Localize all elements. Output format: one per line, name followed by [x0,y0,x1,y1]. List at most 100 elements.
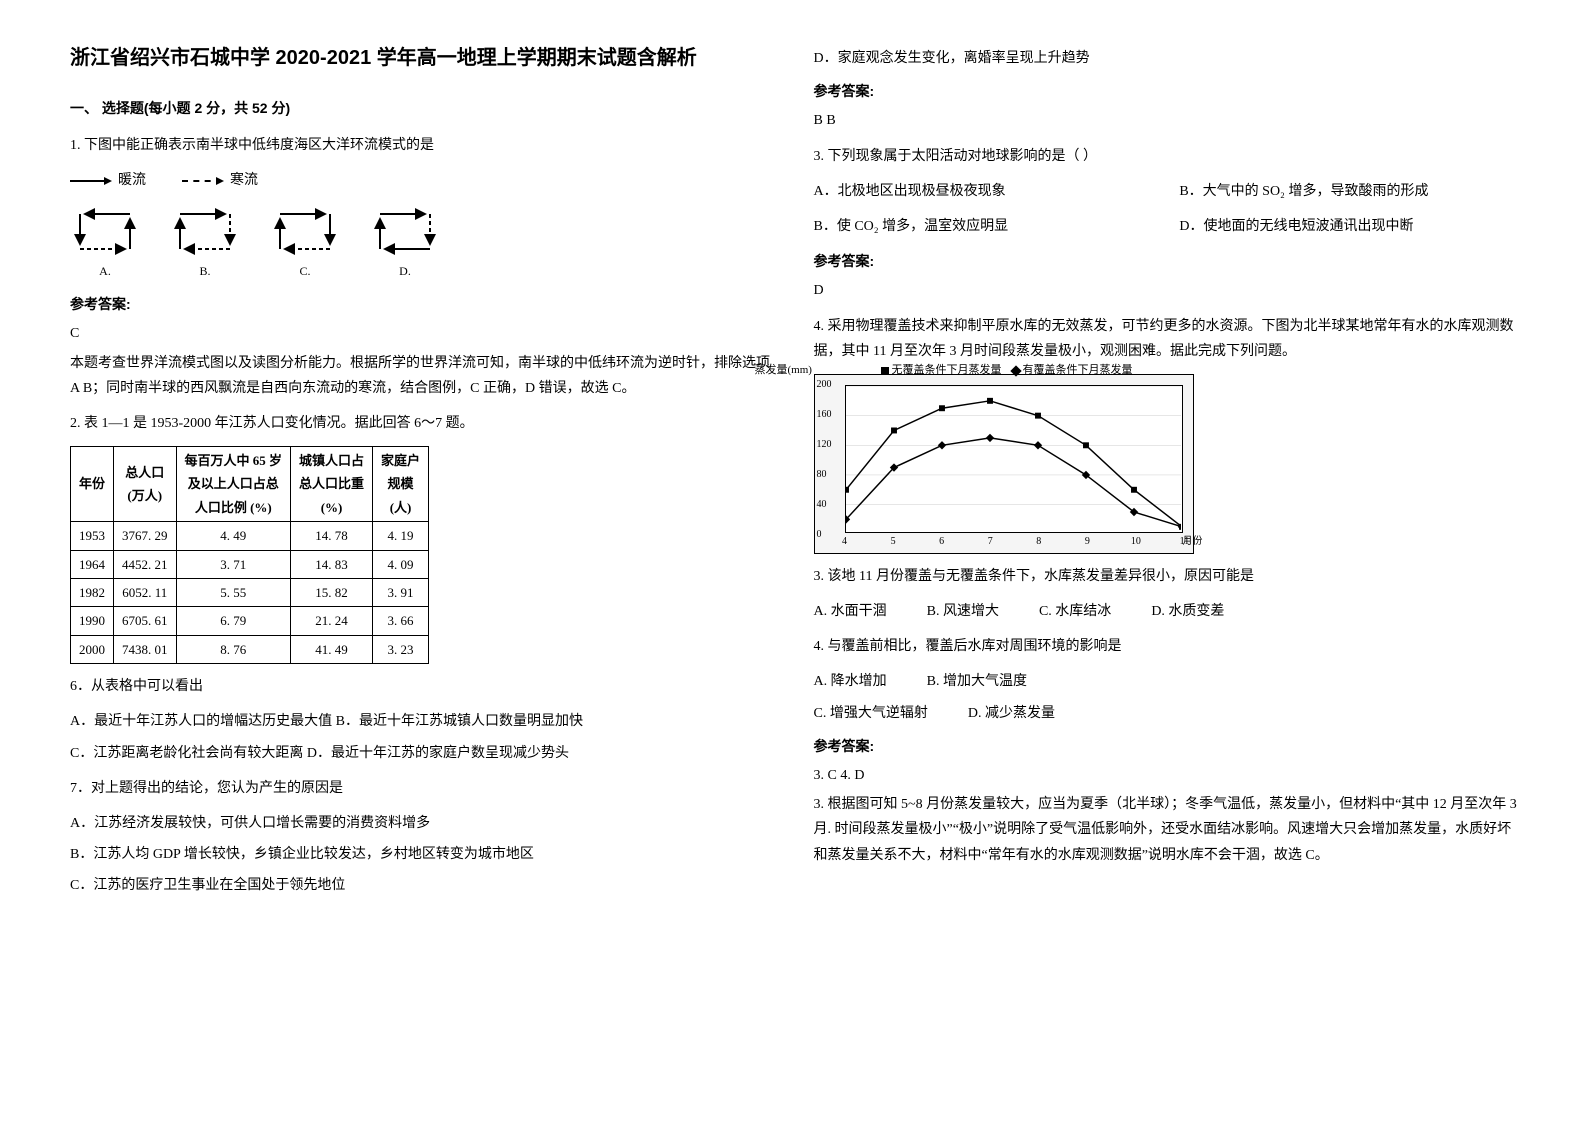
y-tick-label: 160 [817,406,832,424]
legend-warm-label: 暖流 [118,168,146,193]
q4-3-opt-b: B. 风速增大 [927,599,999,624]
y-tick-label: 0 [817,526,822,544]
answer-label-q4: 参考答案: [814,734,1518,759]
population-table: 年份总人口(万人)每百万人中 65 岁及以上人口占总人口比例 (%)城镇人口占总… [70,446,429,664]
q4-3-opt-c: C. 水库结冰 [1039,599,1111,624]
table-header-cell: 城镇人口占总人口比重(%) [291,447,373,522]
table-cell: 6. 79 [176,607,291,635]
q4-3-opts: A. 水面干涸 B. 风速增大 C. 水库结冰 D. 水质变差 [814,599,1518,624]
table-row: 19906705. 616. 7921. 243. 66 [71,607,429,635]
chart-legend: 无覆盖条件下月蒸发量 有覆盖条件下月蒸发量 [881,361,1133,381]
diagram-a-label: A. [70,261,140,283]
table-header-row: 年份总人口(万人)每百万人中 65 岁及以上人口占总人口比例 (%)城镇人口占总… [71,447,429,522]
legend-1: 无覆盖条件下月蒸发量 [892,361,1002,381]
q1-text: 1. 下图中能正确表示南半球中低纬度海区大洋环流模式的是 [70,133,774,158]
table-cell: 15. 82 [291,579,373,607]
chart-svg [846,386,1182,534]
q3-answer: D [814,278,1518,303]
ocean-current-diagram-c [270,204,340,259]
table-row: 19826052. 115. 5515. 823. 91 [71,579,429,607]
q4-4-opt-c: C. 增强大气逆辐射 [814,701,928,726]
diagrams-row: A. B. C. [70,204,774,283]
q4-explanation: 3. 根据图可知 5~8 月份蒸发量较大，应当为夏季（北半球）；冬季气温低，蒸发… [814,792,1518,868]
q4-4-opt-b: B. 增加大气温度 [927,669,1027,694]
table-cell: 3. 23 [373,635,429,663]
legend-row: 暖流 寒流 [70,168,774,193]
x-tick-label: 6 [939,533,944,551]
diagram-c: C. [270,204,340,283]
arrow-dashed-icon [182,180,222,182]
q3-text: 3. 下列现象属于太阳活动对地球影响的是（ ） [814,144,1518,169]
x-tick-label: 4 [842,533,847,551]
q3-opt-b: B．大气中的 SO₂ 增多，导致酸雨的形成 [1179,179,1517,204]
table-cell: 1990 [71,607,114,635]
q7-text: 7．对上题得出的结论，您认为产生的原因是 [70,776,774,801]
right-column: D．家庭观念发生变化，离婚率呈现上升趋势 参考答案: B B 3. 下列现象属于… [794,40,1538,1082]
q67-answer: B B [814,108,1518,133]
table-header-cell: 总人口(万人) [114,447,177,522]
table-body: 19533767. 294. 4914. 784. 1919644452. 21… [71,522,429,664]
table-cell: 14. 78 [291,522,373,550]
q3-opt-d: D．使地面的无线电短波通讯出现中断 [1179,214,1517,239]
q4-4-opt-a: A. 降水增加 [814,669,887,694]
x-tick-label: 11 [1180,533,1190,551]
x-tick-label: 5 [891,533,896,551]
q4-4-opt-d: D. 减少蒸发量 [968,701,1055,726]
q3-opt-c: B．使 CO₂ 增多，温室效应明显 [814,214,1152,239]
q4-3-text: 3. 该地 11 月份覆盖与无覆盖条件下，水库蒸发量差异很小，原因可能是 [814,564,1518,589]
diagram-d: D. [370,204,440,283]
q4-4-opts-row1: A. 降水增加 B. 增加大气温度 [814,669,1518,694]
left-column: 浙江省绍兴市石城中学 2020-2021 学年高一地理上学期期末试题含解析 一、… [50,40,794,1082]
q7-opt-c: C．江苏的医疗卫生事业在全国处于领先地位 [70,873,774,898]
chart-y-label: 蒸发量(mm) [755,361,812,381]
table-cell: 1953 [71,522,114,550]
ocean-current-diagram-b [170,204,240,259]
table-cell: 5. 55 [176,579,291,607]
evaporation-chart: 蒸发量(mm) 无覆盖条件下月蒸发量 有覆盖条件下月蒸发量 月份 0408012… [814,374,1194,554]
answer-label-q1: 参考答案: [70,292,774,317]
x-tick-label: 7 [988,533,993,551]
table-cell: 4. 19 [373,522,429,550]
square-marker-icon [881,367,889,375]
y-tick-label: 200 [817,376,832,394]
legend-cold-label: 寒流 [230,168,258,193]
diagram-a: A. [70,204,140,283]
table-header-cell: 家庭户规模(人) [373,447,429,522]
arrow-solid-icon [70,180,110,182]
diagram-d-label: D. [370,261,440,283]
y-tick-label: 80 [817,466,827,484]
table-header-cell: 年份 [71,447,114,522]
table-cell: 1982 [71,579,114,607]
table-row: 20007438. 018. 7641. 493. 23 [71,635,429,663]
x-tick-label: 9 [1085,533,1090,551]
table-cell: 8. 76 [176,635,291,663]
diamond-marker-icon [1010,365,1021,376]
doc-title: 浙江省绍兴市石城中学 2020-2021 学年高一地理上学期期末试题含解析 [70,40,774,76]
table-cell: 4. 09 [373,550,429,578]
x-tick-label: 8 [1036,533,1041,551]
q3-opts-row1: A．北极地区出现极昼极夜现象 B．大气中的 SO₂ 增多，导致酸雨的形成 [814,179,1518,204]
q6-opt-ab: A．最近十年江苏人口的增幅达历史最大值 B．最近十年江苏城镇人口数量明显加快 [70,709,774,734]
diagram-b: B. [170,204,240,283]
q4-4-text: 4. 与覆盖前相比，覆盖后水库对周围环境的影响是 [814,634,1518,659]
q4-3-opt-d: D. 水质变差 [1151,599,1224,624]
q7-opt-b: B．江苏人均 GDP 增长较快，乡镇企业比较发达，乡村地区转变为城市地区 [70,842,774,867]
answer-label-q67: 参考答案: [814,79,1518,104]
x-tick-label: 10 [1131,533,1141,551]
diagram-b-label: B. [170,261,240,283]
table-cell: 6052. 11 [114,579,177,607]
table-cell: 14. 83 [291,550,373,578]
y-tick-label: 120 [817,436,832,454]
q6-opt-cd: C．江苏距离老龄化社会尚有较大距离 D．最近十年江苏的家庭户数呈现减少势头 [70,741,774,766]
table-cell: 7438. 01 [114,635,177,663]
table-cell: 4452. 21 [114,550,177,578]
answer-label-q3: 参考答案: [814,249,1518,274]
q4-4-opts-row2: C. 增强大气逆辐射 D. 减少蒸发量 [814,701,1518,726]
table-cell: 1964 [71,550,114,578]
ocean-current-diagram-a [70,204,140,259]
table-cell: 3767. 29 [114,522,177,550]
q3-opt-a: A．北极地区出现极昼极夜现象 [814,179,1152,204]
table-row: 19644452. 213. 7114. 834. 09 [71,550,429,578]
table-cell: 3. 91 [373,579,429,607]
q4-3-opt-a: A. 水面干涸 [814,599,887,624]
